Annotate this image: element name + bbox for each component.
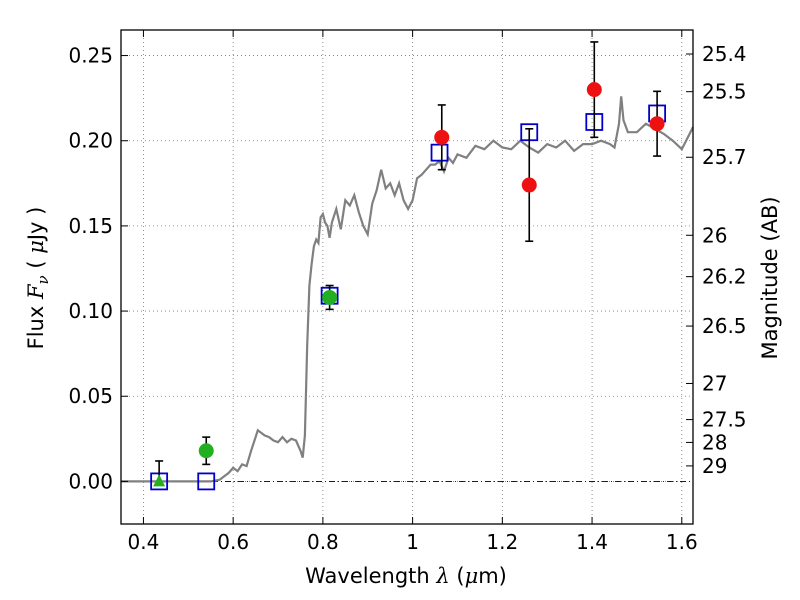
model-square — [197, 472, 216, 491]
magnitude-tick-label: 27.5 — [702, 408, 747, 432]
y-tick-label: 0.10 — [68, 299, 113, 323]
magnitude-axis-label: Magnitude (AB) — [758, 196, 782, 359]
error-bars — [155, 41, 662, 482]
y-tick-label: 0.05 — [68, 384, 113, 408]
model-squares — [150, 104, 667, 491]
magnitude-tick-label: 25.4 — [702, 42, 747, 66]
y-axis-label: Flux Fν ( μJy ) — [24, 207, 52, 350]
y-tick-label: 0.25 — [68, 44, 113, 68]
magnitude-tick-label: 27 — [702, 371, 727, 395]
template-spectrum-line — [121, 96, 694, 483]
magnitude-tick-label: 26.2 — [702, 265, 747, 289]
magnitude-tick-label: 26 — [702, 223, 727, 247]
x-axis-label: Wavelength λ (μm) — [305, 564, 507, 588]
y-tick-label: 0.20 — [68, 129, 113, 153]
y-tick-label: 0.15 — [68, 214, 113, 238]
observed-point — [521, 177, 537, 193]
x-tick-label: 1.2 — [486, 530, 518, 554]
x-tick-label: 1.4 — [576, 530, 608, 554]
upper-limit-triangle — [153, 474, 166, 487]
magnitude-tick-label: 25.7 — [702, 145, 747, 169]
y-axis-ticks: 0.00 0.05 0.10 0.15 0.20 0.25 — [68, 44, 128, 493]
observed-points — [153, 82, 665, 487]
x-axis-ticks: 0.4 0.6 0.8 1 1.2 1.4 1.6 — [128, 30, 698, 554]
magnitude-tick-label: 28 — [702, 430, 727, 454]
x-tick-label: 1 — [406, 530, 419, 554]
x-tick-label: 0.4 — [128, 530, 160, 554]
grid-lines — [121, 30, 693, 524]
magnitude-tick-label: 25.5 — [702, 80, 747, 104]
x-tick-label: 0.8 — [307, 530, 339, 554]
x-tick-label: 1.6 — [666, 530, 698, 554]
y-tick-label: 0.00 — [68, 469, 113, 493]
model-square — [430, 143, 449, 162]
x-tick-label: 0.6 — [217, 530, 249, 554]
magnitude-tick-label: 26.5 — [702, 314, 747, 338]
observed-point — [198, 443, 214, 459]
observed-point — [322, 289, 338, 305]
observed-point — [649, 116, 665, 132]
magnitude-tick-label: 29 — [702, 454, 727, 478]
observed-point — [586, 82, 602, 98]
observed-point — [434, 129, 450, 145]
